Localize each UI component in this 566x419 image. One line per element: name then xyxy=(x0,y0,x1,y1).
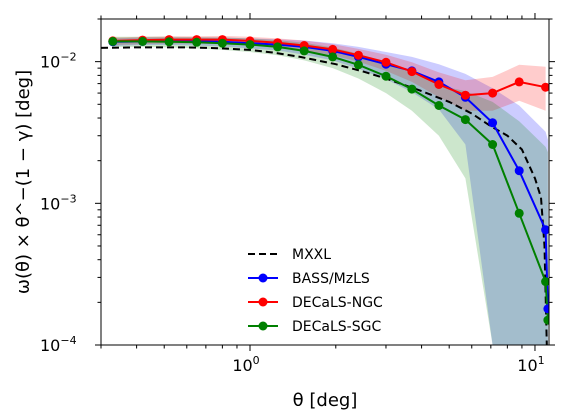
decals-sgc-point xyxy=(541,277,549,287)
decals-ngc-band xyxy=(112,35,546,111)
legend-label-decals-sgc: DECaLS-SGC xyxy=(292,319,381,335)
x-tick-label: 100 xyxy=(232,354,259,375)
y-tick-label: 10−3 xyxy=(40,192,77,213)
bass-mzls-point xyxy=(541,225,549,235)
legend-marker-decals-sgc xyxy=(258,321,268,331)
decals-sgc-point xyxy=(353,60,363,70)
legend-label-bass-mzls: BASS/MzLS xyxy=(292,271,370,287)
decals-ngc-point xyxy=(328,44,338,54)
decals-sgc-point xyxy=(488,140,498,149)
bass-mzls-band xyxy=(112,37,548,345)
bass-mzls-point xyxy=(514,166,524,176)
decals-sgc-point xyxy=(299,46,309,56)
decals-sgc-point xyxy=(434,101,444,110)
decals-sgc-line xyxy=(112,40,549,321)
bass-mzls-point xyxy=(488,118,498,128)
decals-sgc-point xyxy=(138,36,148,46)
x-tick-label: 101 xyxy=(517,354,544,375)
decals-sgc-point xyxy=(460,115,470,125)
decals-ngc-point xyxy=(434,80,444,89)
decals-ngc-point xyxy=(488,88,498,98)
x-axis: 100 101 xyxy=(100,13,545,375)
decals-sgc-point xyxy=(164,37,174,47)
decals-ngc-point xyxy=(381,57,391,67)
legend-label-decals-ngc: DECaLS-NGC xyxy=(292,295,383,311)
legend-label-mxxl: MXXL xyxy=(292,247,331,263)
decals-sgc-point xyxy=(328,52,338,62)
decals-sgc-point xyxy=(192,37,202,47)
decals-ngc-point xyxy=(541,82,549,92)
decals-sgc-point xyxy=(381,71,391,81)
confidence-bands xyxy=(112,35,548,345)
decals-ngc-point xyxy=(407,67,417,77)
decals-sgc-point xyxy=(407,84,417,94)
bass-mzls-point xyxy=(543,304,549,314)
decals-sgc-point xyxy=(273,42,283,52)
decals-sgc-point xyxy=(217,38,227,48)
plot-frame xyxy=(100,18,550,346)
decals-sgc-point xyxy=(245,40,255,50)
mxxl-line xyxy=(101,46,548,345)
y-tick-label: 10−4 xyxy=(40,334,77,355)
x-axis-label: θ [deg] xyxy=(293,390,358,411)
decals-ngc-point xyxy=(514,77,524,87)
decals-ngc-point xyxy=(460,90,470,100)
y-axis: 10−4 10−3 10−2 xyxy=(40,18,555,355)
series-lines xyxy=(101,38,549,345)
series-markers xyxy=(108,35,549,325)
legend-marker-bass-mzls xyxy=(258,273,268,283)
y-tick-label: 10−2 xyxy=(40,51,77,72)
y-axis-label: ω(θ) × θ^−(1 − γ) [deg] xyxy=(13,70,34,294)
legend-marker-decals-ngc xyxy=(258,297,268,307)
decals-ngc-point xyxy=(353,50,363,60)
decals-sgc-point xyxy=(543,315,549,325)
legend: MXXL BASS/MzLS DECaLS-NGC DECaLS-SGC xyxy=(248,247,383,335)
decals-sgc-point xyxy=(108,36,118,46)
decals-sgc-band xyxy=(112,36,548,345)
decals-sgc-point xyxy=(514,208,524,218)
